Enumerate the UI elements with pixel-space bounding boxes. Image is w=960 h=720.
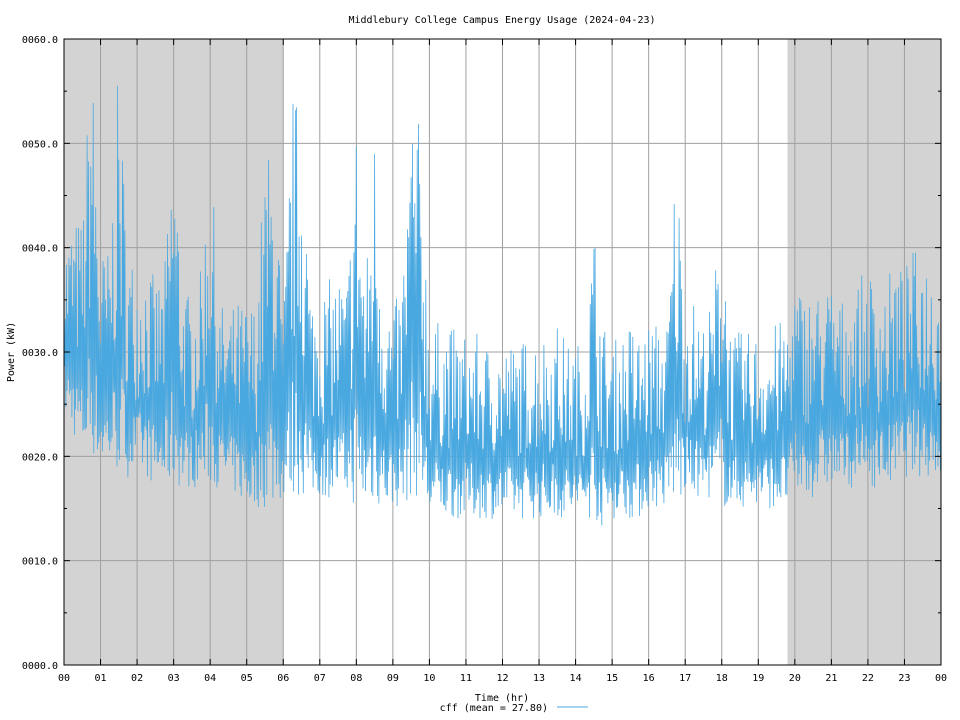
x-tick-label-8: 08 — [350, 673, 362, 684]
x-tick-label-17: 17 — [679, 673, 691, 684]
axis-ticks: 00 01 02 03 04 05 06 07 08 09 10 11 12 13 14 15 16 17 18 19… — [22, 35, 947, 684]
x-tick-label-10: 10 — [423, 673, 435, 684]
x-tick-label-6: 06 — [277, 673, 289, 684]
x-tick-label-5: 05 — [241, 673, 253, 684]
x-tick-label-18: 18 — [716, 673, 728, 684]
x-tick-label-9: 09 — [387, 673, 399, 684]
y-axis-label: Power (kW) — [6, 322, 17, 382]
x-tick-label-7: 07 — [314, 673, 326, 684]
y-tick-label-5: 0050.0 — [22, 139, 58, 150]
series-cff — [63, 85, 942, 526]
x-tick-label-12: 12 — [496, 673, 508, 684]
x-tick-label-1: 01 — [95, 673, 107, 684]
y-tick-label-0: 0000.0 — [22, 661, 58, 672]
series-line-cff — [63, 85, 942, 526]
x-axis-label: Time (hr) — [475, 693, 529, 704]
x-tick-label-3: 03 — [168, 673, 180, 684]
y-tick-label-4: 0040.0 — [22, 244, 58, 255]
x-tick-label-13: 13 — [533, 673, 545, 684]
x-tick-label-11: 11 — [460, 673, 472, 684]
x-tick-label-0: 00 — [58, 673, 70, 684]
x-tick-label-24: 00 — [935, 673, 947, 684]
y-tick-label-2: 0020.0 — [22, 452, 58, 463]
x-tick-label-15: 15 — [606, 673, 618, 684]
x-tick-label-21: 21 — [825, 673, 837, 684]
legend-label: cff (mean = 27.80) — [440, 703, 548, 714]
y-tick-label-3: 0030.0 — [22, 348, 58, 359]
x-tick-label-20: 20 — [789, 673, 801, 684]
x-tick-label-14: 14 — [570, 673, 582, 684]
x-tick-label-19: 19 — [752, 673, 764, 684]
x-tick-label-16: 16 — [643, 673, 655, 684]
x-tick-label-23: 23 — [898, 673, 910, 684]
x-tick-label-4: 04 — [204, 673, 216, 684]
x-tick-label-22: 22 — [862, 673, 874, 684]
y-tick-label-1: 0010.0 — [22, 557, 58, 568]
chart-title: Middlebury College Campus Energy Usage (… — [348, 15, 655, 26]
y-tick-label-6: 0060.0 — [22, 35, 58, 46]
x-tick-label-2: 02 — [131, 673, 143, 684]
